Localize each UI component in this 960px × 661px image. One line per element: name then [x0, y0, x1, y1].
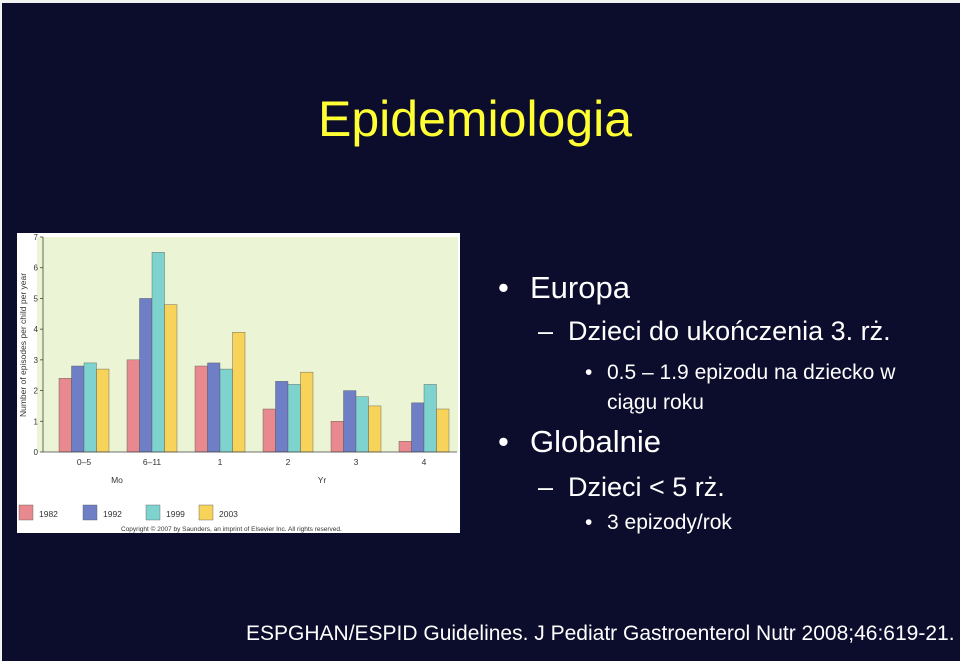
- dash-glyph: –: [538, 472, 554, 502]
- slide-title: Epidemiologia: [318, 91, 633, 147]
- y-tick-label: 7: [34, 233, 39, 242]
- bar-1992-1: [139, 298, 153, 453]
- bar-2003-0: [96, 368, 110, 453]
- bar-2003-1: [164, 304, 178, 453]
- y-axis-label: Number of episodes per child per year: [18, 273, 28, 417]
- x-tick-label: 3: [354, 457, 359, 467]
- bar-1999-0: [83, 362, 97, 453]
- y-tick-label: 0: [34, 448, 39, 457]
- bar-1999-2: [219, 368, 233, 453]
- bullet-dot: •: [585, 361, 593, 384]
- bar-chart: 0 1 2 3 4 5 6 7 0–5 6–11 1 2 3 4 Mo Yr Number of episod…: [17, 233, 460, 533]
- bar-1999-3: [287, 384, 301, 453]
- y-tick-label: 6: [34, 264, 39, 273]
- bar-2003-2: [232, 332, 246, 453]
- bar-1982-5: [398, 441, 412, 453]
- x-tick-label: 0–5: [77, 457, 91, 467]
- bullet-global: • Globalnie: [498, 424, 661, 460]
- detail-global-text: 3 epizody/rok: [607, 511, 732, 534]
- bullet-europe-text: Europa: [530, 270, 630, 305]
- y-tick-label: 5: [34, 294, 39, 303]
- bar-1982-2: [194, 365, 208, 453]
- bar-1982-4: [330, 421, 344, 453]
- bar-1999-1: [151, 252, 165, 453]
- bar-2003-3: [300, 371, 314, 453]
- bar-1992-0: [71, 365, 85, 453]
- legend-label-1992: 1992: [103, 509, 122, 519]
- detail-europe-line1: 0.5 – 1.9 epizodu na dziecko w: [607, 361, 896, 384]
- left-frame-line: [0, 0, 2, 661]
- bullet-europe: • Europa: [498, 270, 630, 306]
- legend-swatch-1992: [82, 504, 98, 521]
- bar-1999-4: [355, 396, 369, 453]
- y-tick-label: 4: [34, 325, 39, 334]
- x-group-label: Mo: [111, 475, 123, 485]
- bar-1992-3: [275, 381, 289, 453]
- x-tick-label: 6–11: [143, 457, 162, 467]
- legend-label-2003: 2003: [219, 509, 238, 519]
- bar-1982-1: [126, 359, 140, 453]
- top-frame-line: [0, 0, 960, 3]
- x-group-label: Yr: [318, 475, 327, 485]
- x-tick-label: 1: [218, 457, 223, 467]
- bar-1999-5: [423, 384, 437, 453]
- sub-bullet-global: – Dzieci < 5 rż.: [538, 472, 725, 503]
- sub-bullet-global-text: Dzieci < 5 rż.: [568, 472, 725, 502]
- detail-europe: • 0.5 – 1.9 epizodu na dziecko w ciągu ro…: [585, 358, 955, 418]
- bullet-dot: •: [498, 424, 509, 459]
- legend-label-1982: 1982: [39, 509, 58, 519]
- detail-global: • 3 epizody/rok: [585, 511, 732, 535]
- bar-2003-5: [436, 408, 450, 453]
- bullet-dot: •: [585, 511, 593, 534]
- bar-1982-0: [58, 378, 72, 453]
- detail-europe-line2: ciągu roku: [607, 391, 704, 414]
- chart-svg: 0 1 2 3 4 5 6 7 0–5 6–11 1 2 3 4 Mo Yr Number of episod…: [18, 233, 458, 533]
- legend-swatch-1999: [145, 504, 161, 521]
- bar-1992-4: [343, 390, 357, 453]
- sub-bullet-europe: – Dzieci do ukończenia 3. rż.: [538, 316, 891, 347]
- legend-label-1999: 1999: [166, 509, 185, 519]
- bar-1992-5: [411, 402, 425, 453]
- bar-1982-3: [262, 408, 276, 453]
- legend-swatch-1982: [18, 504, 34, 521]
- y-tick-label: 1: [34, 417, 39, 426]
- bar-2003-4: [368, 405, 382, 453]
- y-tick-label: 3: [34, 356, 39, 365]
- y-tick-label: 2: [34, 387, 39, 396]
- bar-1992-2: [207, 362, 221, 453]
- bullet-global-text: Globalnie: [530, 424, 661, 459]
- sub-bullet-europe-text: Dzieci do ukończenia 3. rż.: [568, 316, 891, 346]
- x-tick-label: 4: [422, 457, 427, 467]
- legend-swatch-2003: [198, 504, 214, 521]
- x-tick-label: 2: [286, 457, 291, 467]
- dash-glyph: –: [538, 316, 554, 346]
- citation-footer: ESPGHAN/ESPID Guidelines. J Pediatr Gast…: [246, 622, 955, 645]
- bullet-dot: •: [498, 270, 509, 305]
- copyright-text: Copyright © 2007 by Saunders, an imprint…: [121, 525, 342, 533]
